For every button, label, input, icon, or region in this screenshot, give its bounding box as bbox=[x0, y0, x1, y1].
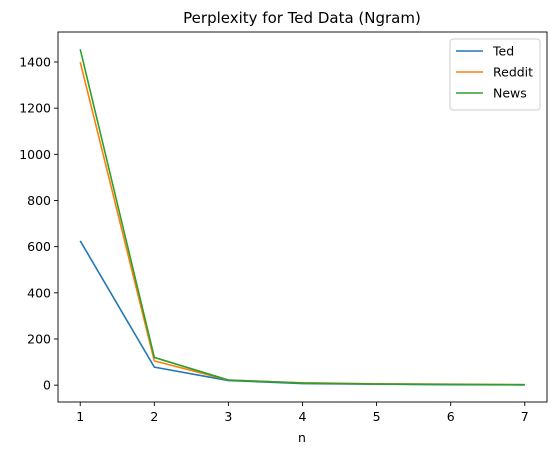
series-line-ted bbox=[79, 240, 525, 386]
y-tick-label: 200 bbox=[27, 331, 51, 346]
y-tick-label: 0 bbox=[43, 378, 51, 393]
y-tick-label: 600 bbox=[27, 239, 51, 254]
series-line-news bbox=[79, 49, 525, 386]
x-tick-label: 3 bbox=[224, 409, 232, 424]
legend: Ted Reddit News bbox=[449, 38, 541, 111]
x-tick-label: 2 bbox=[150, 409, 158, 424]
y-tick-label: 1200 bbox=[19, 101, 51, 116]
x-tick-label: 7 bbox=[521, 409, 529, 424]
x-axis-label: n bbox=[298, 430, 306, 445]
x-tick-label: 5 bbox=[373, 409, 381, 424]
plot-area: 1 2 3 4 5 6 7 0 200 400 600 800 1000 1200 1400 bbox=[19, 31, 548, 424]
y-tick-label: 400 bbox=[27, 285, 51, 300]
legend-label: Reddit bbox=[493, 65, 533, 80]
x-tick-label: 1 bbox=[76, 409, 84, 424]
y-tick-label: 1400 bbox=[19, 55, 51, 70]
x-tick-label: 4 bbox=[299, 409, 307, 424]
y-tick-label: 1000 bbox=[19, 147, 51, 162]
legend-label: Ted bbox=[492, 44, 514, 59]
x-tick-label: 6 bbox=[447, 409, 455, 424]
legend-label: News bbox=[493, 86, 527, 101]
y-tick-label: 800 bbox=[27, 193, 51, 208]
chart-title: Perplexity for Ted Data (Ngram) bbox=[183, 9, 421, 27]
